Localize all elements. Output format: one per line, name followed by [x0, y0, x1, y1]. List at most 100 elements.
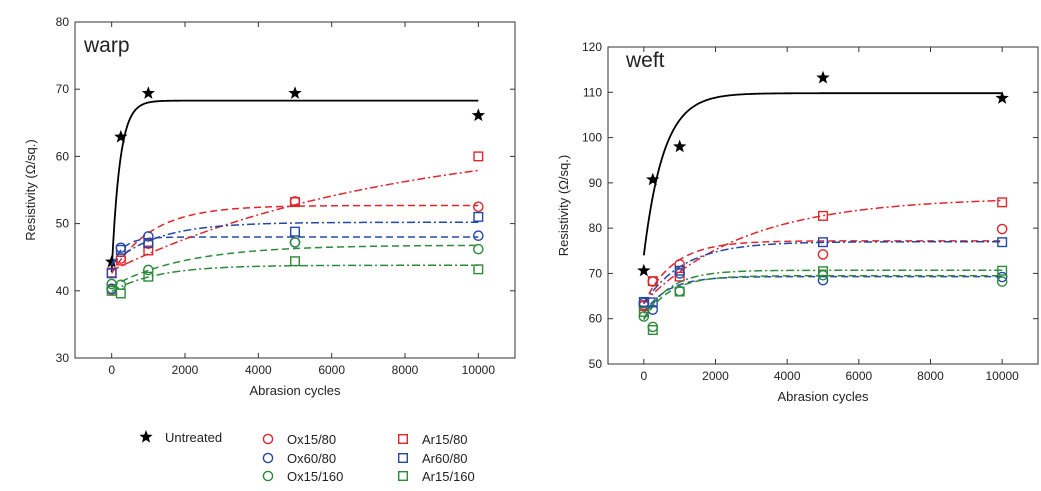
fit-line-ox15-80 [643, 240, 1003, 305]
series-untreated [637, 70, 1009, 277]
series-ar60-80 [638, 237, 1008, 308]
x-tick-label-3: 6000 [318, 363, 345, 377]
point-ar15-80-1 [647, 276, 658, 287]
fit-line-untreated [642, 92, 1003, 256]
x-tick-label-0: 0 [108, 363, 115, 377]
legend-marker-ar15-80 [398, 434, 409, 445]
point-ar60-80-4 [473, 211, 484, 222]
y-tick-label-4: 90 [589, 176, 603, 190]
fit-line-ar15-80 [111, 169, 479, 272]
point-untreated-0 [105, 254, 119, 268]
series-ar15-80 [106, 151, 484, 278]
y-tick-label-5: 80 [56, 15, 70, 29]
point-ox15-160-1 [647, 321, 659, 333]
point-ox15-160-4 [996, 276, 1008, 287]
x-tick-label-3: 6000 [845, 369, 872, 383]
panel-warp: 0 2000 4000 6000 8000 10000 30 40 50 60 70 80 Abrasi… [23, 15, 516, 398]
y-axis-title: Resistivity (Ω/sq.) [556, 155, 571, 256]
point-ar60-80-2 [143, 238, 154, 249]
point-ar15-160-4 [997, 265, 1008, 276]
legend-marker-ox60-80 [262, 452, 274, 464]
point-ar60-80-3 [290, 226, 301, 237]
legend-item-ox60-80: Ox60/80 [262, 451, 336, 466]
fit-line-ox15-160 [643, 274, 1003, 321]
legend-item-ar60-80: Ar60/80 [398, 451, 468, 466]
point-ox15-80-4 [996, 223, 1008, 235]
point-ar15-160-1 [115, 288, 126, 299]
point-ar60-80-0 [106, 268, 117, 279]
fit-line-untreated [110, 99, 479, 273]
y-tick-label-7: 120 [582, 40, 602, 54]
fit-line-ar15-80 [643, 199, 1003, 304]
legend-marker-ox15-80 [262, 433, 274, 445]
point-untreated-1 [646, 172, 660, 186]
legend-label-ar60-80: Ar60/80 [422, 451, 468, 466]
point-ar60-80-4 [997, 237, 1008, 248]
point-untreated-3 [816, 70, 830, 84]
point-untreated-4 [995, 91, 1009, 104]
point-ox60-80-4 [996, 271, 1008, 283]
x-axis-title: Abrasion cycles [249, 383, 341, 398]
point-ar15-80-4 [473, 151, 484, 162]
fit-line-ar15-160 [643, 269, 1003, 320]
point-ar15-80-3 [818, 210, 829, 221]
y-tick-label-4: 70 [56, 82, 70, 96]
point-ox60-80-4 [473, 230, 484, 241]
point-untreated-2 [141, 86, 155, 99]
series-ox15-160 [106, 237, 484, 291]
legend-label-ar15-160: Ar15/160 [422, 469, 475, 484]
legend-item-ar15-80: Ar15/80 [398, 432, 468, 447]
series-untreated [105, 86, 485, 273]
point-untreated-3 [288, 86, 302, 99]
y-tick-label-0: 50 [589, 357, 603, 371]
point-ox15-160-3 [289, 237, 301, 248]
point-ox15-160-2 [143, 264, 154, 276]
point-ar60-80-2 [674, 265, 685, 276]
point-ar15-160-3 [290, 256, 301, 267]
point-ox15-160-4 [473, 243, 484, 255]
panel-title: weft [625, 49, 665, 72]
point-ar15-80-2 [143, 245, 154, 256]
x-tick-label-0: 0 [640, 369, 647, 383]
point-ar15-160-2 [143, 271, 154, 282]
legend-label-ar15-80: Ar15/80 [422, 432, 468, 447]
point-ar15-80-2 [674, 271, 685, 282]
x-tick-label-2: 4000 [774, 369, 801, 383]
point-ar15-80-3 [290, 197, 301, 208]
point-ox15-80-3 [817, 249, 829, 260]
y-tick-label-3: 80 [589, 221, 603, 235]
point-ox15-80-4 [473, 201, 484, 213]
y-axis-title: Resistivity (Ω/sq.) [23, 139, 38, 240]
legend-marker-untreated [139, 430, 153, 443]
x-tick-label-4: 8000 [917, 369, 944, 383]
legend-label-untreated: Untreated [165, 430, 222, 445]
panel-weft: 0 2000 4000 6000 8000 10000 50 60 70 80 90 100 110 12… [556, 40, 1039, 404]
y-tick-label-0: 30 [56, 351, 70, 365]
fit-line-ox15-80 [111, 204, 479, 274]
legend-marker-ar60-80 [398, 453, 409, 464]
series-ar60-80 [106, 211, 484, 279]
legend-label-ox15-160: Ox15/160 [287, 469, 343, 484]
point-ar60-80-1 [115, 244, 126, 255]
point-ar60-80-1 [647, 297, 658, 308]
point-ar15-160-4 [473, 264, 484, 275]
fit-line-ox60-80 [110, 236, 479, 266]
series-ar15-160 [638, 265, 1008, 336]
legend-marker-ar15-160 [398, 471, 409, 482]
x-axis-title: Abrasion cycles [777, 389, 869, 404]
series-ox15-160 [638, 269, 1008, 333]
plot-frame [74, 21, 516, 359]
legend-item-ox15-160: Ox15/160 [262, 469, 343, 484]
y-tick-label-6: 110 [583, 85, 602, 99]
y-tick-label-1: 40 [56, 284, 70, 298]
y-tick-label-3: 60 [56, 149, 70, 163]
plot-frame [607, 46, 1039, 365]
legend-item-untreated: Untreated [139, 430, 222, 445]
fit-line-ox60-80 [643, 275, 1003, 314]
legend-item-ox15-80: Ox15/80 [262, 432, 336, 447]
x-tick-label-5: 10000 [462, 363, 496, 377]
point-untreated-4 [471, 108, 485, 122]
panel-title: warp [83, 34, 130, 57]
